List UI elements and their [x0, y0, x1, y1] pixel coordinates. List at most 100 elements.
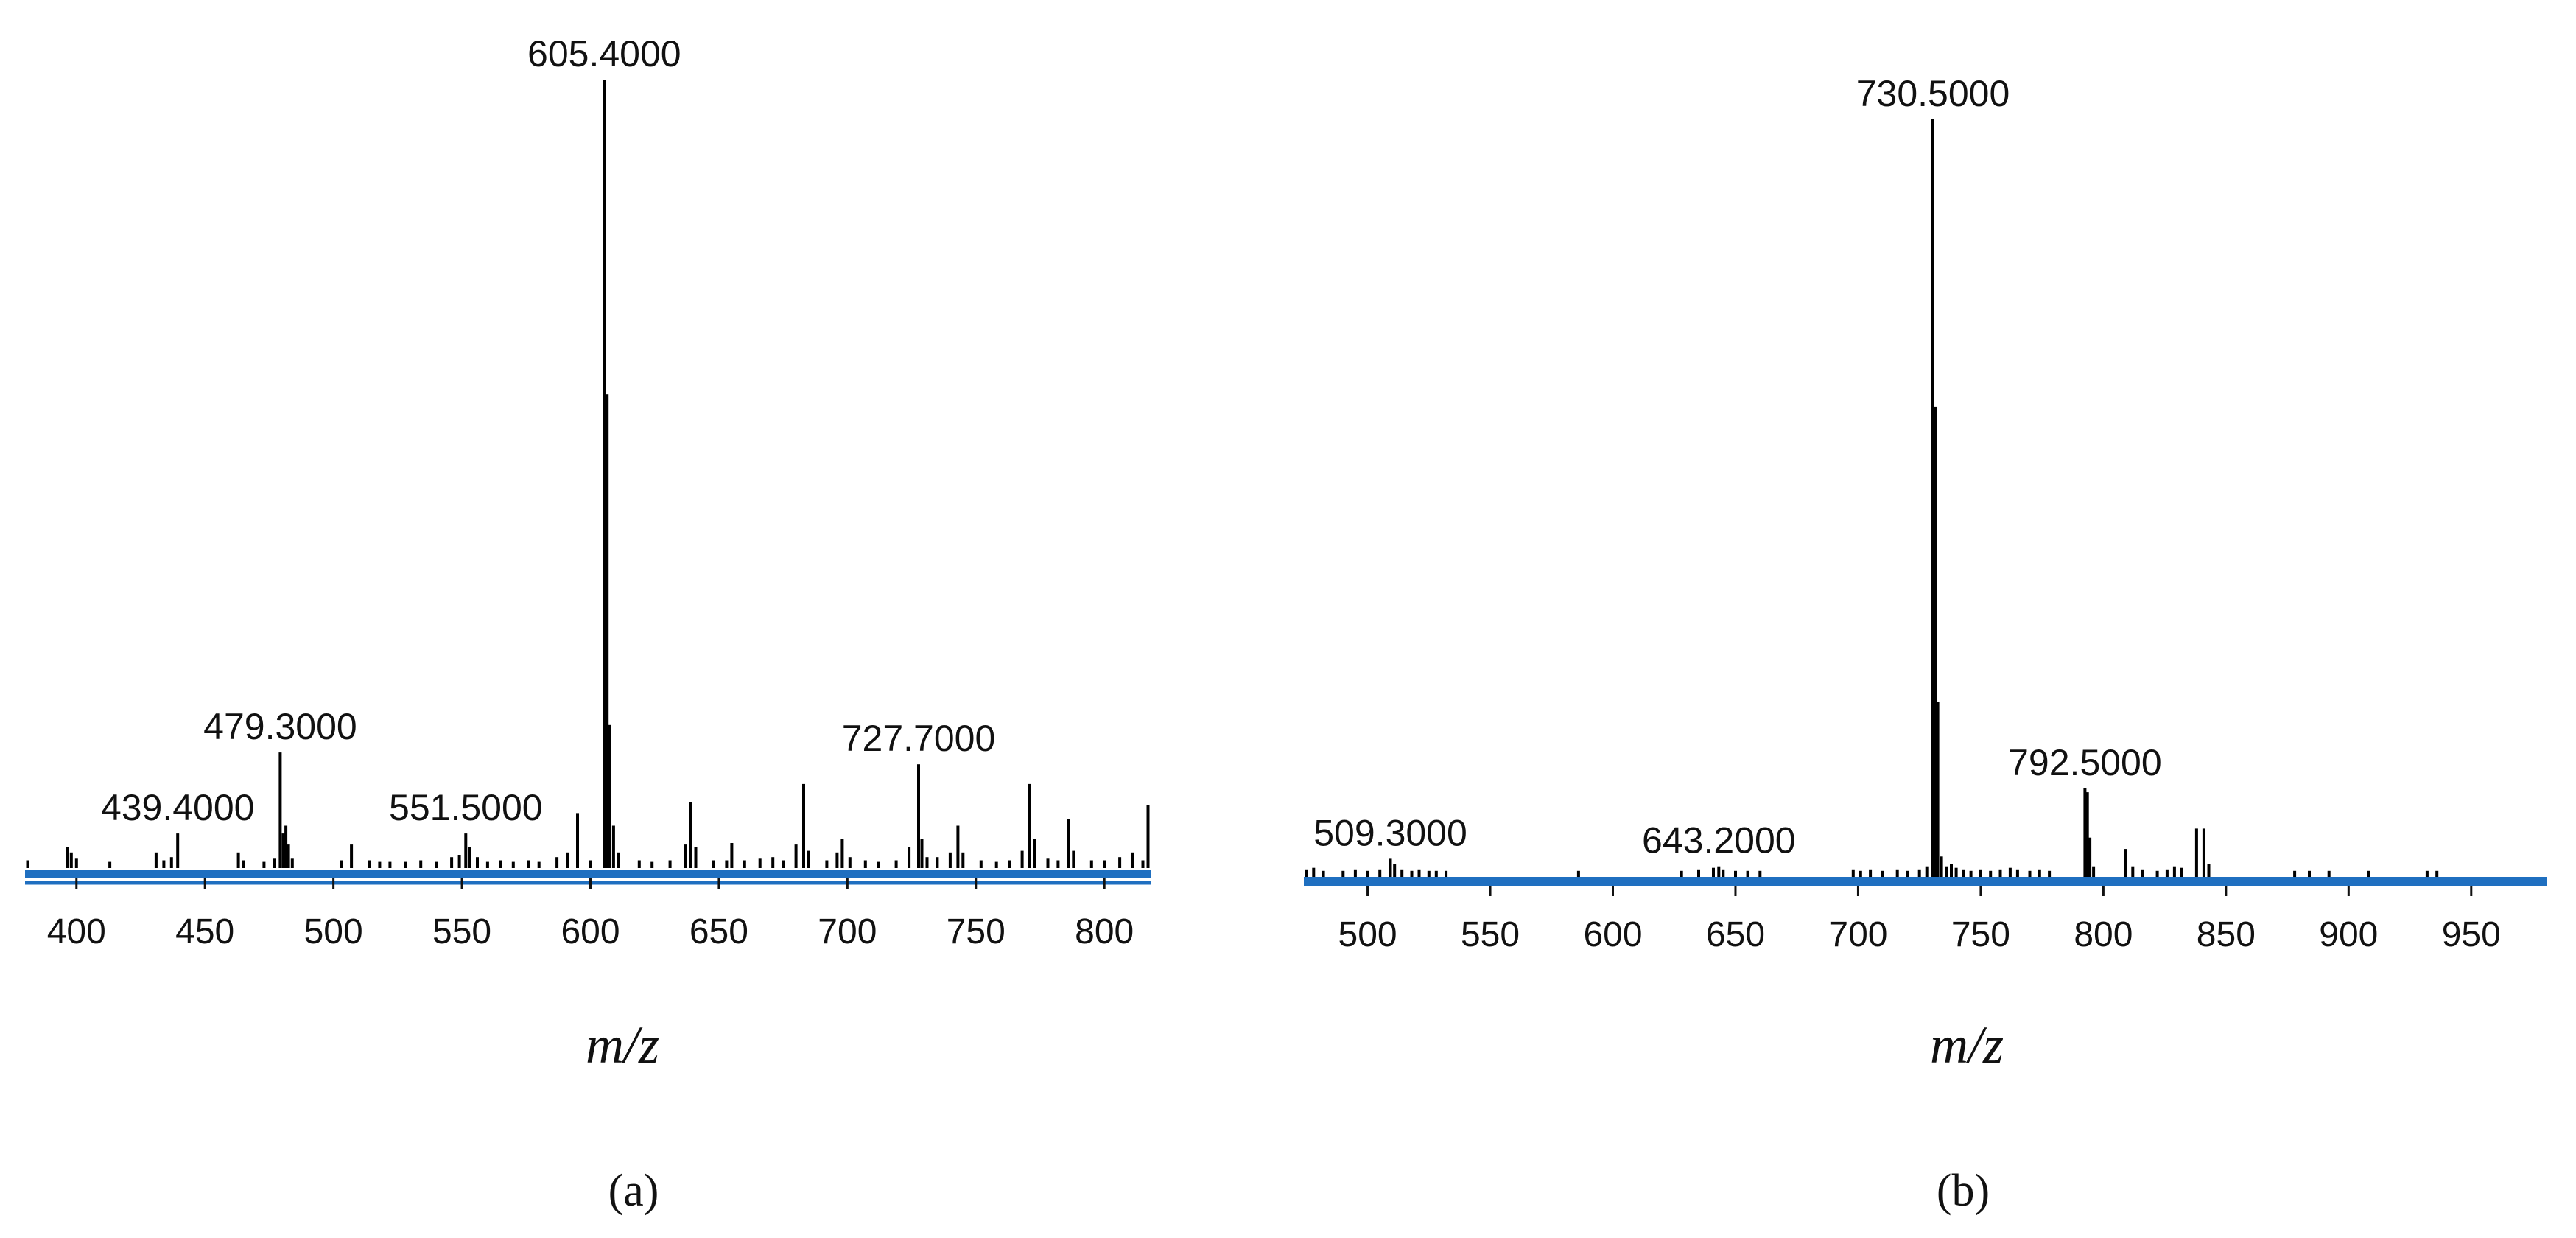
peak-bar [169, 857, 173, 868]
peak-bar [511, 861, 515, 868]
peak-bar [2088, 837, 2092, 877]
peak-bar [743, 860, 746, 868]
peak-bar [1945, 866, 1948, 877]
peak-bar [388, 861, 392, 868]
peak-label: 792.5000 [2008, 742, 2162, 783]
peak-bar [108, 861, 112, 868]
x-tick-label: 950 [2442, 915, 2501, 954]
peak-bar [176, 833, 180, 868]
peak-bar [1033, 839, 1036, 868]
peak-bar [1931, 119, 1934, 877]
peak-bar [2293, 870, 2297, 877]
x-tick-label: 750 [947, 912, 1006, 951]
peak-bar [457, 855, 461, 868]
peak-bar [1881, 870, 1884, 877]
peak-bar [464, 833, 468, 868]
peak-bar [527, 860, 530, 868]
spectrum-b-ticks: 500 550 600 650 700 750 800 850 900 950 [1338, 886, 2501, 954]
peak-bar [1141, 860, 1145, 868]
peak-bar [468, 847, 471, 868]
peak-bar [608, 724, 611, 868]
peak-bar [1925, 866, 1929, 877]
x-tick-label: 900 [2319, 915, 2378, 954]
peak-bar [894, 860, 898, 868]
peak-bar [1917, 869, 1921, 877]
peak-bar [2202, 828, 2205, 877]
peak-bar [1046, 858, 1050, 868]
peak-bar [1353, 869, 1357, 877]
peak-label: 439.4000 [101, 787, 255, 828]
peak-bar [2435, 870, 2439, 877]
peak-bar [290, 858, 294, 868]
peak-bar [236, 852, 240, 868]
peak-bar [1859, 870, 1862, 877]
peak-bar [617, 852, 620, 868]
spectrum-b-x-axis-title: m/z [1930, 1015, 2004, 1074]
peak-bar [340, 860, 343, 868]
peak-bar [1851, 869, 1855, 877]
peak-bar [802, 783, 805, 868]
peak-bar [1056, 860, 1060, 868]
peak-bar [281, 833, 285, 868]
peak-bar [925, 857, 929, 868]
peak-bar [1979, 869, 1982, 877]
peak-bar [1722, 869, 1725, 877]
x-tick-label: 600 [1583, 915, 1642, 954]
peak-bar [1712, 867, 1715, 877]
peak-label: 551.5000 [389, 787, 543, 828]
peak-bar [589, 860, 592, 868]
peak-bar [917, 764, 920, 868]
peak-bar [2172, 866, 2176, 877]
peak-bar [1366, 870, 1369, 877]
peak-bar [2124, 849, 2127, 877]
peak-bar [1103, 860, 1106, 868]
peak-bar [378, 861, 382, 868]
peak-bar [1417, 869, 1421, 877]
peak-bar [404, 861, 407, 868]
peak-bar [1410, 870, 1414, 877]
peak-label: 643.2000 [1642, 820, 1796, 861]
peak-bar [435, 861, 438, 868]
spectrum-b-axis-band [1304, 877, 2547, 886]
peak-bar [1427, 870, 1431, 877]
peak-bar [499, 860, 502, 868]
peak-bar [1934, 406, 1937, 877]
peak-bar [1869, 869, 1873, 877]
peak-bar [1434, 870, 1438, 877]
peak-bar [2165, 869, 2169, 877]
x-tick-label: 700 [1828, 915, 1887, 954]
peak-bar [606, 394, 609, 868]
x-tick-label: 550 [432, 912, 491, 951]
peak-bar [936, 857, 939, 868]
peak-bar [1072, 850, 1075, 868]
peak-bar [694, 847, 698, 868]
x-tick-label: 500 [1338, 915, 1397, 954]
peak-label: 730.5000 [1856, 73, 2010, 114]
peak-bar [1906, 870, 1909, 877]
peak-bar [74, 858, 78, 868]
peak-bar [1969, 870, 1973, 877]
peak-bar [782, 860, 785, 868]
peak-bar [26, 860, 29, 868]
peak-bar [1008, 860, 1011, 868]
peak-bar [1936, 702, 1940, 877]
peak-label: 605.4000 [527, 33, 681, 74]
peak-bar [1717, 866, 1721, 877]
spectrum-b-panel-label: (b) [1937, 1166, 1990, 1216]
peak-bar [1954, 867, 1958, 877]
peak-bar [1118, 857, 1122, 868]
peak-label: 479.3000 [203, 706, 357, 747]
peak-bar [877, 861, 880, 868]
peak-bar [2015, 869, 2019, 877]
x-tick-label: 800 [2074, 915, 2133, 954]
peak-bar [1758, 870, 1762, 877]
x-tick-label: 600 [561, 912, 620, 951]
peak-bar [1305, 869, 1308, 877]
peak-bar [1322, 870, 1325, 877]
peak-bar [840, 839, 844, 868]
peak-bar [956, 825, 960, 868]
x-tick-label: 450 [175, 912, 234, 951]
peak-bar [2048, 870, 2052, 877]
peak-bar [1445, 870, 1448, 877]
